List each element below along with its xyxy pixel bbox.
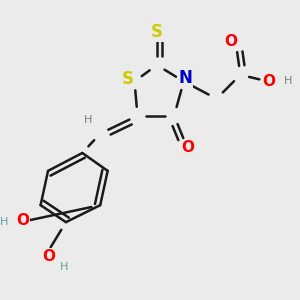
Text: S: S xyxy=(151,23,163,41)
Text: O: O xyxy=(42,249,55,264)
Text: S: S xyxy=(122,70,134,88)
Text: O: O xyxy=(262,74,275,89)
Text: H: H xyxy=(60,262,68,272)
Text: H: H xyxy=(84,115,92,125)
Text: O: O xyxy=(16,213,29,228)
Text: O: O xyxy=(224,34,237,49)
Text: H: H xyxy=(284,76,292,86)
Text: N: N xyxy=(178,69,192,87)
Text: H: H xyxy=(0,217,8,227)
Text: O: O xyxy=(182,140,195,155)
